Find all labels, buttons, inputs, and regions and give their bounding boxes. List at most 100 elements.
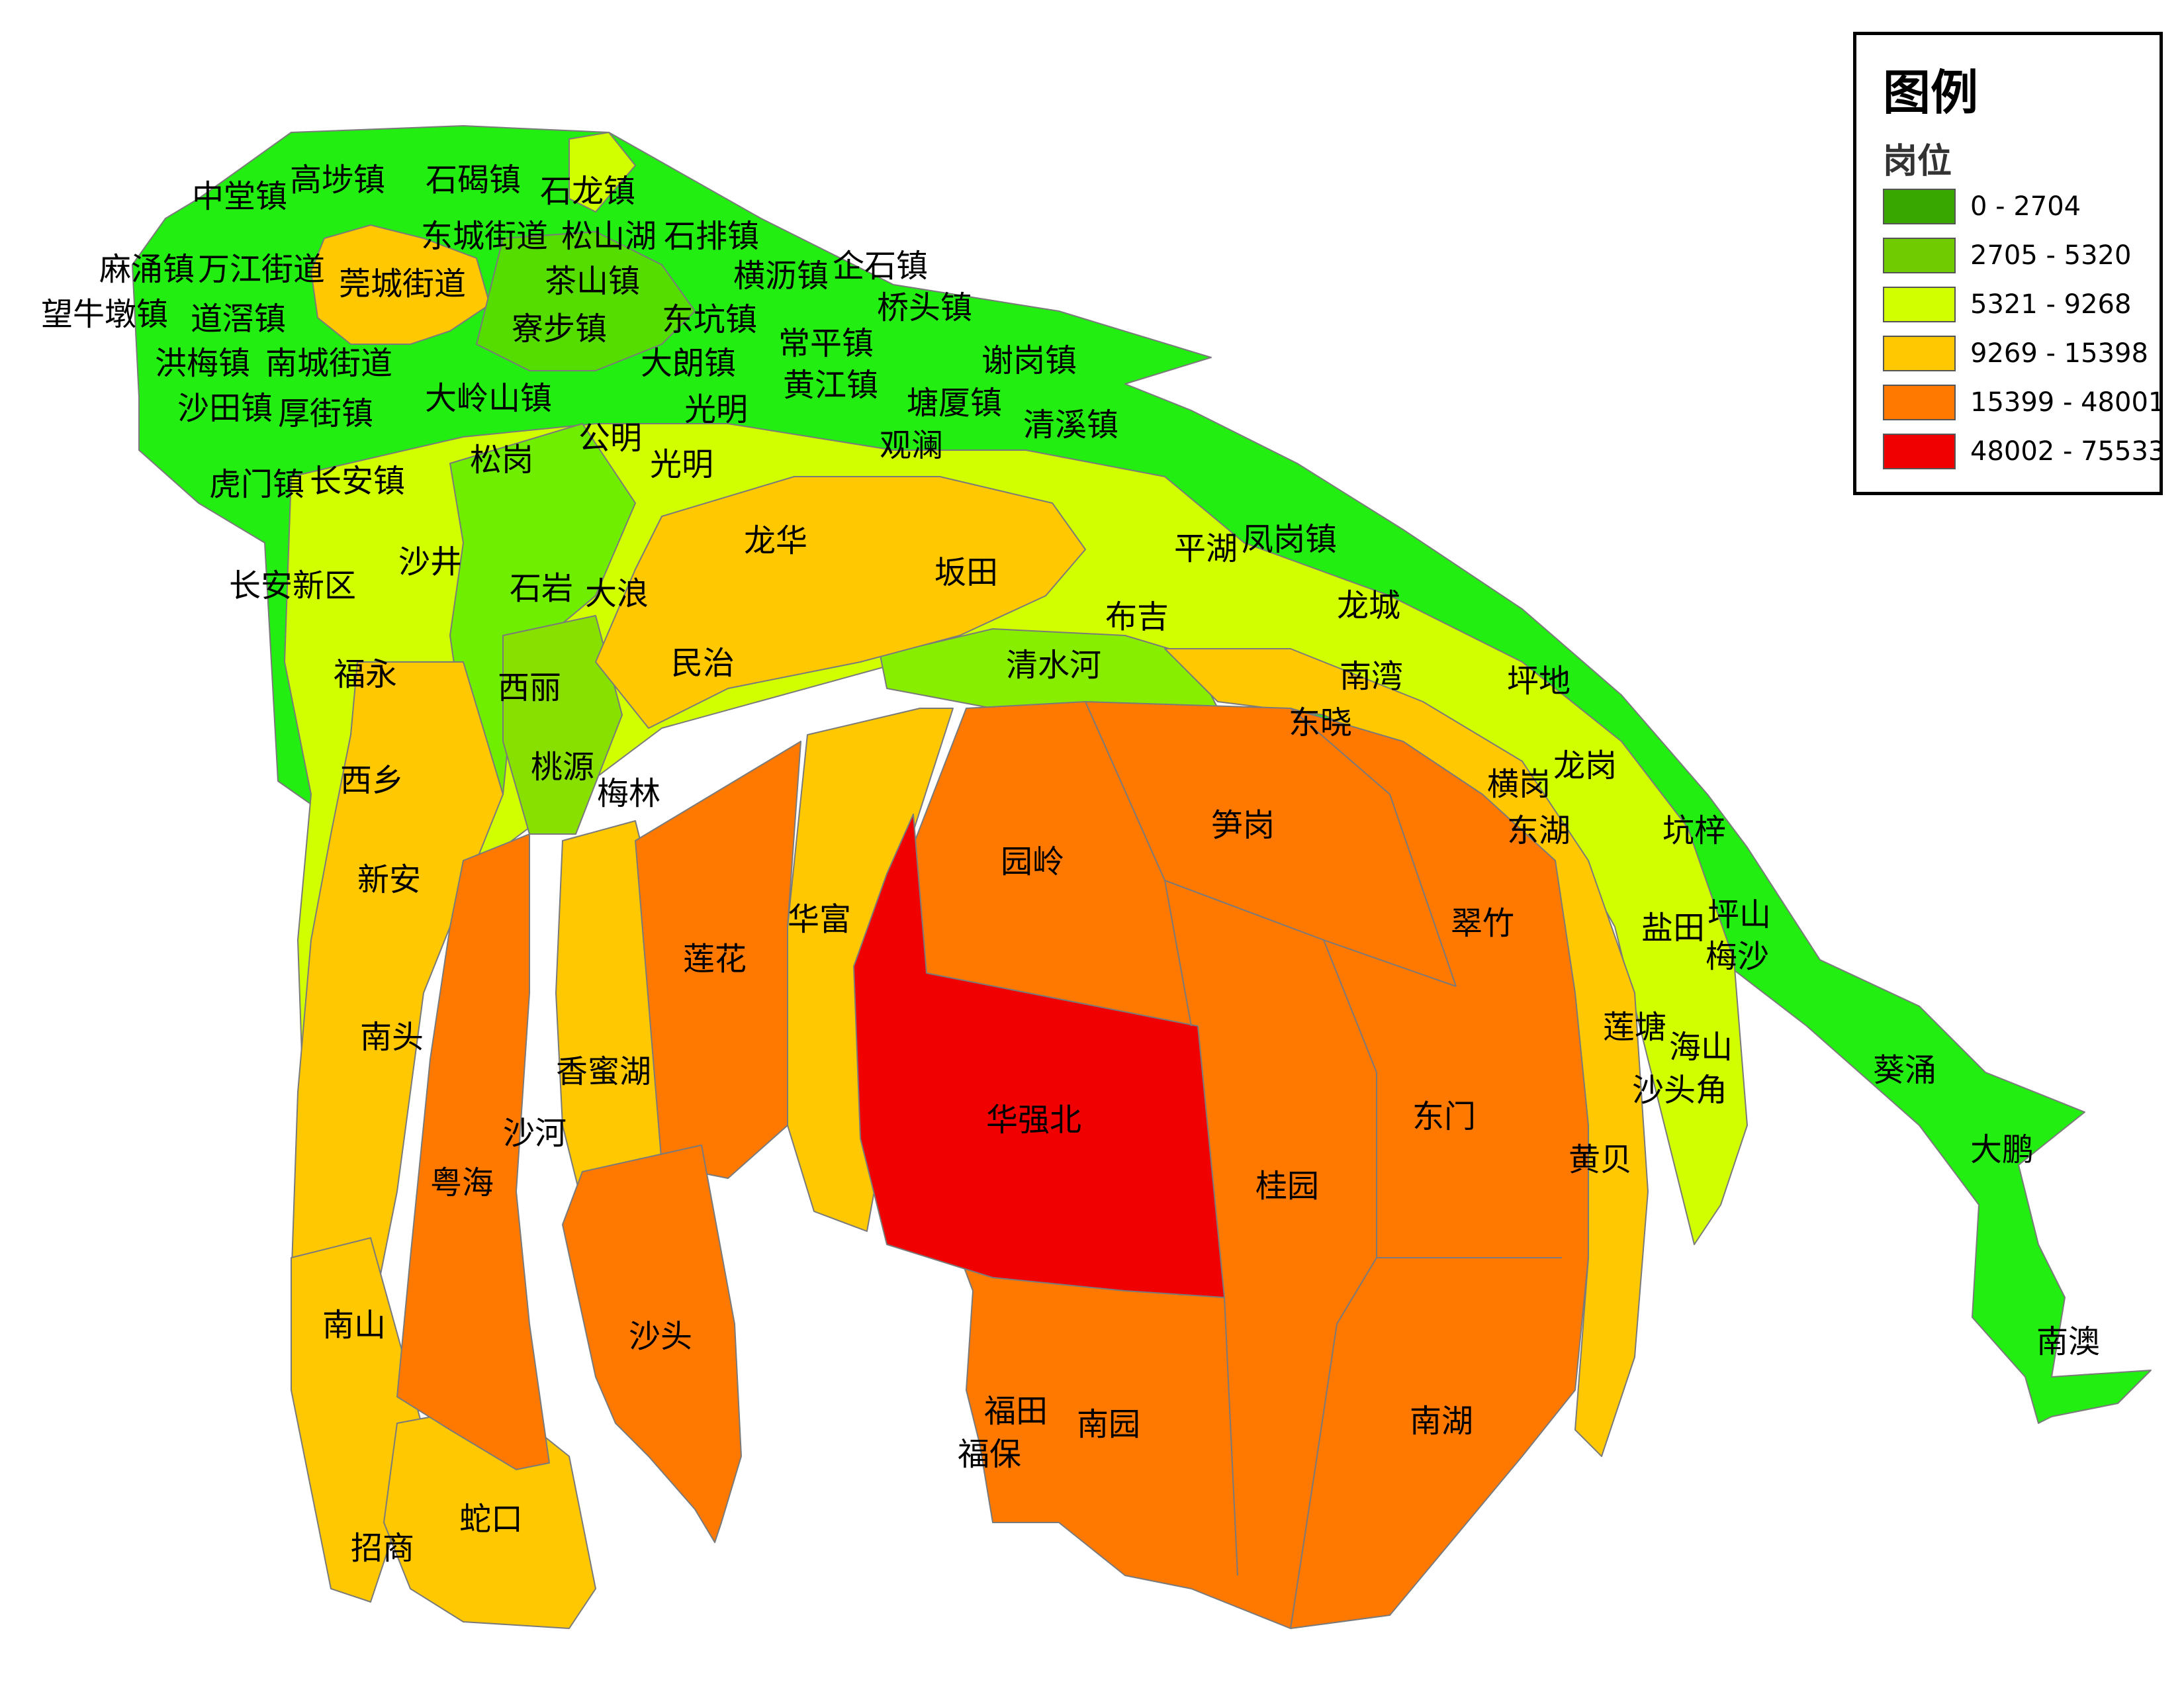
label-dalang-dg: 大朗镇 xyxy=(641,345,736,382)
label-dongxiao: 东晓 xyxy=(1289,704,1352,741)
label-xili: 西丽 xyxy=(498,669,561,706)
label-nanhu: 南湖 xyxy=(1410,1403,1473,1440)
legend-swatch xyxy=(1883,238,1956,273)
label-songgang: 松岗 xyxy=(470,442,533,479)
label-nanyuan: 南园 xyxy=(1077,1406,1140,1443)
legend-range: 5321 - 9268 xyxy=(1970,289,2132,320)
label-guanlan: 观澜 xyxy=(880,427,943,464)
label-tangxia: 塘厦镇 xyxy=(907,385,1002,422)
label-shilong: 石龙镇 xyxy=(540,173,635,210)
base-layers xyxy=(132,125,2152,1629)
label-guiyuan: 桂园 xyxy=(1255,1168,1319,1205)
dongguan-light-patch xyxy=(569,132,636,212)
label-buji: 布吉 xyxy=(1105,598,1169,635)
label-cuizhu: 翠竹 xyxy=(1451,905,1514,942)
label-fuyong: 福永 xyxy=(334,656,397,693)
label-shahe: 沙河 xyxy=(503,1115,567,1152)
label-huaqiangbei: 华强北 xyxy=(986,1102,1081,1139)
legend-row: 48002 - 75533 xyxy=(1883,434,2165,471)
label-shatou: 沙头 xyxy=(629,1318,692,1355)
label-songshanhu: 松山湖 xyxy=(561,218,657,255)
label-gaobu: 高埗镇 xyxy=(290,162,385,199)
legend-subtitle: 岗位 xyxy=(1883,142,1952,181)
label-gongming: 公明 xyxy=(578,420,642,457)
label-houjie: 厚街镇 xyxy=(278,395,373,432)
label-dongkeng: 东坑镇 xyxy=(662,301,757,338)
label-fenggang: 凤岗镇 xyxy=(1242,521,1337,558)
legend-range: 15399 - 48001 xyxy=(1970,387,2165,418)
label-shatian: 沙田镇 xyxy=(177,390,273,427)
label-qingshuihe: 清水河 xyxy=(1006,647,1101,684)
legend-swatch xyxy=(1883,385,1956,420)
label-xixiang: 西乡 xyxy=(340,762,404,799)
label-zhongtang: 中堂镇 xyxy=(192,178,287,215)
label-longcheng: 龙城 xyxy=(1337,587,1400,624)
label-huafu: 华富 xyxy=(788,901,851,938)
legend-swatch xyxy=(1883,434,1956,469)
label-dongmen: 东门 xyxy=(1412,1098,1476,1135)
label-changping: 常平镇 xyxy=(778,325,874,362)
label-yuehai: 粤海 xyxy=(430,1164,494,1201)
label-lianhua: 莲花 xyxy=(683,941,747,978)
label-dongcheng: 东城街道 xyxy=(421,218,548,255)
label-shipai: 石排镇 xyxy=(664,218,759,255)
region-yuehai xyxy=(396,833,550,1470)
legend-row: 15399 - 48001 xyxy=(1883,385,2165,422)
label-kuichong: 葵涌 xyxy=(1873,1052,1936,1089)
label-shajing: 沙井 xyxy=(398,543,462,581)
label-meisha: 梅沙 xyxy=(1706,938,1769,975)
label-wangniudun: 望牛墩镇 xyxy=(41,296,168,333)
region-shatou xyxy=(562,1145,742,1543)
label-kengzi: 坑梓 xyxy=(1662,812,1726,849)
label-changanxinqu: 长安新区 xyxy=(229,567,356,604)
legend-range: 48002 - 75533 xyxy=(1970,436,2165,467)
dongguan-greenish-patch xyxy=(476,231,696,371)
label-fubao: 福保 xyxy=(958,1436,1021,1473)
label-guangming-1: 光明 xyxy=(684,391,748,428)
label-yuanling: 园岭 xyxy=(1001,843,1064,880)
legend-row: 2705 - 5320 xyxy=(1883,238,2161,275)
label-henggang: 横岗 xyxy=(1487,766,1551,803)
map-legend: 图例 岗位 0 - 2704 2705 - 5320 5321 - 9268 9… xyxy=(1853,32,2165,495)
legend-range: 0 - 2704 xyxy=(1970,191,2081,222)
label-machong: 麻涌镇 xyxy=(99,251,195,288)
legend-swatch xyxy=(1883,189,1956,224)
label-qiaotou: 桥头镇 xyxy=(877,289,972,326)
label-xinan: 新安 xyxy=(357,861,421,898)
label-huangbei: 黄贝 xyxy=(1569,1141,1632,1178)
label-shatoujiao: 沙头角 xyxy=(1632,1072,1727,1109)
label-humen: 虎门镇 xyxy=(209,466,304,503)
label-dapeng: 大鹏 xyxy=(1970,1131,2034,1168)
legend-swatch xyxy=(1883,287,1956,322)
label-taoyuan: 桃源 xyxy=(531,749,594,786)
label-shiyan: 石岩 xyxy=(510,570,573,607)
label-shijie: 石碣镇 xyxy=(426,162,521,199)
label-pingdi: 坪地 xyxy=(1507,663,1570,700)
label-sungang: 笋岗 xyxy=(1211,807,1275,844)
label-huangjiang: 黄江镇 xyxy=(783,367,878,404)
region-huaqiangbei[interactable] xyxy=(853,814,1225,1298)
legend-swatch xyxy=(1883,336,1956,371)
label-qishi: 企石镇 xyxy=(833,248,928,285)
label-guangming-2: 光明 xyxy=(650,446,713,483)
label-hengli: 横沥镇 xyxy=(733,258,829,295)
label-daojiao: 道滘镇 xyxy=(191,301,286,338)
dongguan-yellow-patch xyxy=(310,224,490,345)
label-haishan: 海山 xyxy=(1669,1029,1733,1066)
label-hongmei: 洪梅镇 xyxy=(155,345,250,382)
label-nanao: 南澳 xyxy=(2036,1323,2100,1360)
label-nancheng: 南城街道 xyxy=(265,345,392,382)
label-meilin: 梅林 xyxy=(597,775,660,812)
label-dalingshan: 大岭山镇 xyxy=(425,380,552,417)
label-xiegang: 谢岗镇 xyxy=(981,342,1077,379)
label-shekou: 蛇口 xyxy=(459,1501,523,1538)
label-changan: 长安镇 xyxy=(310,463,405,500)
label-donghu: 东湖 xyxy=(1507,812,1570,849)
label-liantang: 莲塘 xyxy=(1603,1009,1666,1046)
label-nantou: 南头 xyxy=(360,1019,424,1056)
label-pingshan: 坪山 xyxy=(1707,896,1771,933)
region-labels: 中堂镇 高埗镇 石碣镇 石龙镇 东城街道 松山湖 石排镇 麻涌镇 万江街道 莞城… xyxy=(41,162,2100,1567)
legend-range: 9269 - 15398 xyxy=(1970,338,2148,369)
label-zhaoshang: 招商 xyxy=(351,1530,414,1567)
label-longhua: 龙华 xyxy=(744,522,807,559)
